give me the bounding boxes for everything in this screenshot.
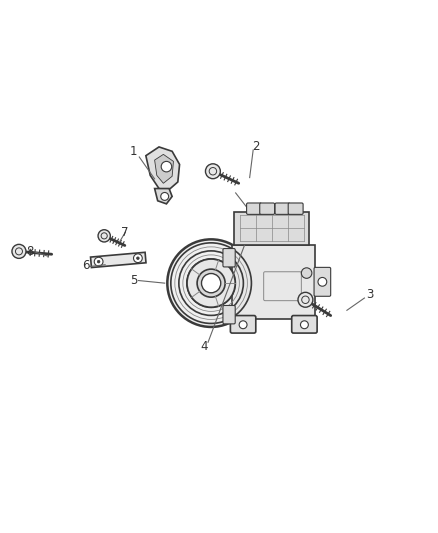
Text: 4: 4 [200,340,208,353]
Circle shape [201,273,221,293]
Polygon shape [155,189,172,204]
Text: 7: 7 [121,226,129,239]
FancyBboxPatch shape [234,212,309,245]
Polygon shape [155,155,173,183]
FancyBboxPatch shape [247,203,261,214]
Circle shape [134,254,142,263]
Text: 5: 5 [130,274,137,287]
FancyBboxPatch shape [275,203,290,214]
Circle shape [205,164,220,179]
Circle shape [12,244,26,259]
Circle shape [298,292,313,307]
Circle shape [300,321,308,329]
Circle shape [94,257,103,266]
Circle shape [197,269,225,297]
FancyBboxPatch shape [223,305,235,324]
FancyBboxPatch shape [314,268,331,296]
Text: 8: 8 [26,245,33,257]
Text: 2: 2 [252,140,260,152]
Circle shape [161,192,169,200]
FancyBboxPatch shape [260,203,275,214]
Text: 3: 3 [367,288,374,302]
Circle shape [167,239,255,327]
Circle shape [97,260,100,263]
Text: 6: 6 [81,259,89,272]
Circle shape [187,259,235,307]
FancyBboxPatch shape [230,316,256,333]
FancyBboxPatch shape [288,203,303,214]
Circle shape [239,321,247,329]
Circle shape [137,257,139,260]
Circle shape [161,161,172,172]
FancyBboxPatch shape [223,248,235,267]
FancyBboxPatch shape [292,316,317,333]
Circle shape [98,230,110,242]
FancyBboxPatch shape [232,245,315,319]
Text: 1: 1 [130,146,138,158]
Circle shape [301,268,312,278]
Polygon shape [91,252,146,268]
Polygon shape [146,147,180,191]
Circle shape [318,278,327,286]
